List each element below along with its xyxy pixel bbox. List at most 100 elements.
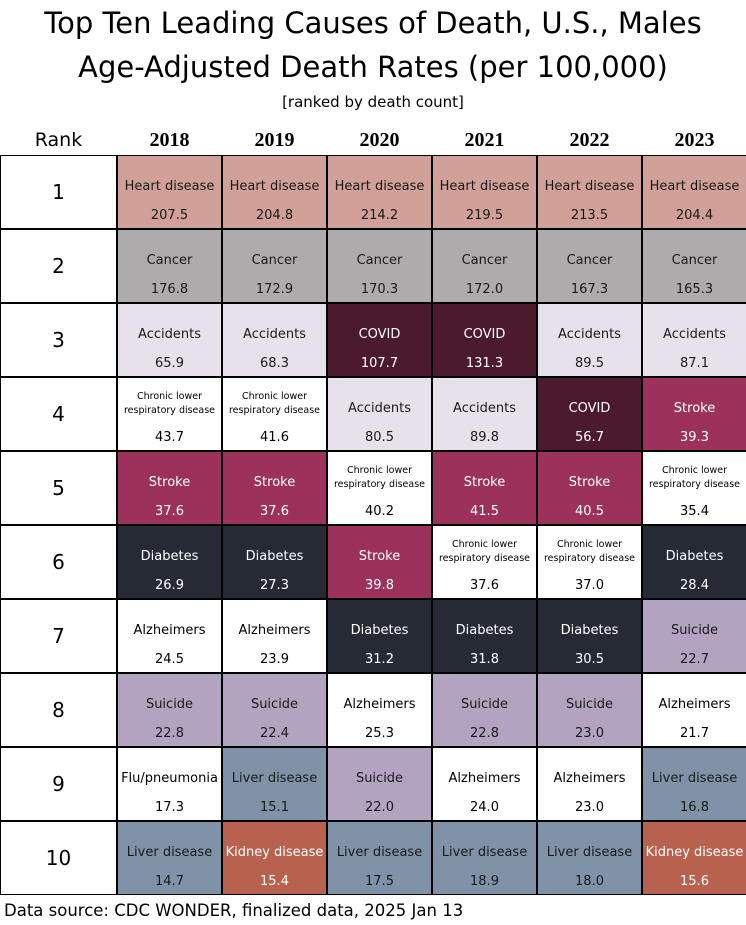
cause-label: Accidents: [663, 327, 726, 342]
cause-label: Stroke: [253, 475, 296, 490]
ranking-note: [ranked by death count]: [282, 93, 464, 111]
rank-label-3: 3: [0, 303, 117, 377]
table-cell: Liver disease 15.1: [222, 747, 327, 821]
data-source-note: Data source: CDC WONDER, finalized data,…: [4, 901, 464, 920]
table-cell: Diabetes 31.2: [327, 599, 432, 673]
death-rate-value: 68.3: [260, 356, 289, 371]
death-rate-value: 172.0: [465, 282, 504, 297]
table-cell: Chronic lower respiratory disease 35.4: [642, 451, 746, 525]
cause-label: Accidents: [243, 327, 306, 342]
table-cell: Alzheimers 25.3: [327, 673, 432, 747]
year-header-2021: 2021: [464, 129, 505, 151]
table-cell: Accidents 65.9: [117, 303, 222, 377]
death-rate-value: 37.0: [575, 578, 604, 593]
cause-label: Alzheimers: [133, 623, 206, 638]
table-cell: Stroke 41.5: [432, 451, 537, 525]
cause-label: Stroke: [148, 475, 191, 490]
rank-label-10: 10: [0, 821, 117, 895]
death-rate-value: 23.0: [575, 726, 604, 741]
cause-label: Diabetes: [560, 623, 619, 638]
cause-label: Liver disease: [231, 771, 318, 786]
year-header-2018: 2018: [149, 129, 190, 151]
table-cell: Diabetes 30.5: [537, 599, 642, 673]
table-cell: Diabetes 27.3: [222, 525, 327, 599]
table-cell: Liver disease 14.7: [117, 821, 222, 895]
cause-label: COVID: [358, 327, 401, 342]
death-rate-value: 204.8: [255, 208, 294, 223]
table-cell: Heart disease 207.5: [117, 155, 222, 229]
death-rate-value: 40.2: [365, 504, 394, 519]
death-rate-value: 214.2: [360, 208, 399, 223]
table-cell: Suicide 22.8: [432, 673, 537, 747]
table-cell: Cancer 167.3: [537, 229, 642, 303]
table-cell: Chronic lower respiratory disease 41.6: [222, 377, 327, 451]
table-cell: Stroke 40.5: [537, 451, 642, 525]
year-header-2023: 2023: [674, 129, 715, 151]
death-rate-value: 15.1: [260, 800, 289, 815]
cause-label: Alzheimers: [658, 697, 731, 712]
cause-label: Diabetes: [140, 549, 199, 564]
table-cell: Kidney disease 15.6: [642, 821, 746, 895]
table-cell: Suicide 22.0: [327, 747, 432, 821]
rank-label-6: 6: [0, 525, 117, 599]
table-cell: Chronic lower respiratory disease 40.2: [327, 451, 432, 525]
table-cell: Accidents 80.5: [327, 377, 432, 451]
death-rate-value: 24.5: [155, 652, 184, 667]
death-rate-value: 27.3: [260, 578, 289, 593]
table-cell: Cancer 165.3: [642, 229, 746, 303]
cause-label: Liver disease: [336, 845, 423, 860]
death-rate-value: 17.3: [155, 800, 184, 815]
cause-label: Liver disease: [546, 845, 633, 860]
death-rate-value: 23.9: [260, 652, 289, 667]
cause-label: Suicide: [250, 697, 299, 712]
cause-label: Stroke: [673, 401, 716, 416]
cause-label: Diabetes: [245, 549, 304, 564]
death-rate-value: 22.0: [365, 800, 394, 815]
rank-label-9: 9: [0, 747, 117, 821]
death-rate-value: 22.7: [680, 652, 709, 667]
cause-label: Cancer: [461, 253, 508, 268]
table-cell: Heart disease 214.2: [327, 155, 432, 229]
death-rate-value: 89.8: [470, 430, 499, 445]
rank-label-5: 5: [0, 451, 117, 525]
death-rate-value: 80.5: [365, 430, 394, 445]
cause-label: Alzheimers: [238, 623, 311, 638]
death-rate-value: 204.4: [675, 208, 714, 223]
table-cell: COVID 131.3: [432, 303, 537, 377]
table-cell: Suicide 23.0: [537, 673, 642, 747]
cause-label: Alzheimers: [343, 697, 416, 712]
cause-label: Kidney disease: [225, 845, 324, 860]
table-cell: Accidents 68.3: [222, 303, 327, 377]
cause-label: Liver disease: [126, 845, 213, 860]
table-cell: Diabetes 26.9: [117, 525, 222, 599]
table-cell: Suicide 22.7: [642, 599, 746, 673]
death-rate-value: 41.5: [470, 504, 499, 519]
table-cell: Stroke 37.6: [222, 451, 327, 525]
death-rate-value: 15.6: [680, 874, 709, 889]
table-cell: Stroke 37.6: [117, 451, 222, 525]
death-rate-value: 131.3: [465, 356, 504, 371]
table-cell: Diabetes 31.8: [432, 599, 537, 673]
death-rate-value: 167.3: [570, 282, 609, 297]
table-cell: COVID 107.7: [327, 303, 432, 377]
table-cell: Chronic lower respiratory disease 43.7: [117, 377, 222, 451]
cause-label: Suicide: [355, 771, 404, 786]
death-rate-value: 22.4: [260, 726, 289, 741]
death-rate-value: 37.6: [260, 504, 289, 519]
cause-label: Diabetes: [455, 623, 514, 638]
cause-label: Suicide: [565, 697, 614, 712]
cause-label: Diabetes: [665, 549, 724, 564]
death-rate-value: 172.9: [255, 282, 294, 297]
cause-label: Heart disease: [229, 179, 320, 194]
death-rate-value: 35.4: [680, 504, 709, 519]
table-cell: Accidents 89.8: [432, 377, 537, 451]
chart-subtitle: Age-Adjusted Death Rates (per 100,000): [78, 50, 668, 84]
cause-label: Stroke: [463, 475, 506, 490]
death-rate-value: 87.1: [680, 356, 709, 371]
table-cell: Stroke 39.3: [642, 377, 746, 451]
death-rate-value: 14.7: [155, 874, 184, 889]
table-cell: Flu/pneumonia 17.3: [117, 747, 222, 821]
rank-label-8: 8: [0, 673, 117, 747]
cause-label: COVID: [463, 327, 506, 342]
cause-label: Stroke: [568, 475, 611, 490]
